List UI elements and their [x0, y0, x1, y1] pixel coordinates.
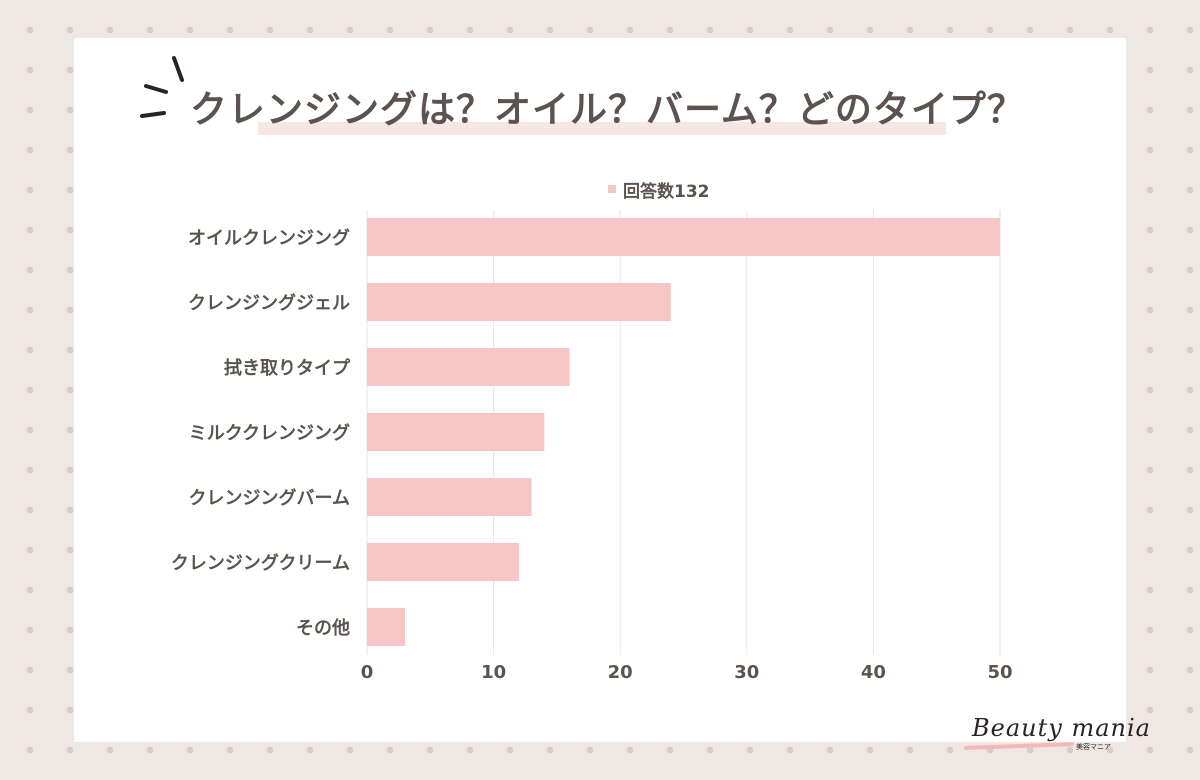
- category-label: ミルククレンジング: [189, 422, 350, 444]
- legend-swatch: [608, 185, 616, 193]
- x-tick-label: 30: [734, 662, 759, 683]
- bar: [367, 478, 532, 516]
- bar: [367, 608, 405, 646]
- accent-lines-icon: [140, 56, 184, 118]
- category-label: クレンジングクリーム: [171, 552, 350, 574]
- category-label: 拭き取りタイプ: [224, 357, 351, 379]
- brand-subtitle: 美容マニア: [1076, 743, 1111, 751]
- category-label: その他: [296, 617, 350, 639]
- title-underline: [258, 122, 946, 135]
- bar: [367, 218, 1000, 256]
- page-title: クレンジングは？オイル？バーム？どのタイプ？: [190, 88, 1025, 131]
- x-tick-label: 10: [481, 662, 506, 683]
- category-label: クレンジングジェル: [188, 292, 350, 314]
- title-area: クレンジングは？オイル？バーム？どのタイプ？: [0, 0, 1200, 160]
- brand-logo: Beauty mania 美容マニア: [963, 708, 1154, 768]
- x-tick-label: 50: [987, 662, 1012, 683]
- chart-legend: 回答数132: [608, 176, 710, 202]
- logo-brush-stroke: [963, 742, 1075, 750]
- bar: [367, 413, 545, 451]
- brand-name: Beauty mania: [972, 714, 1151, 742]
- bar: [367, 543, 519, 581]
- bar: [367, 348, 570, 386]
- x-tick-label: 0: [361, 662, 374, 683]
- chart-card: [74, 38, 1126, 742]
- x-tick-label: 40: [861, 662, 886, 683]
- bar: [367, 283, 671, 321]
- legend-label: 回答数132: [623, 181, 710, 202]
- x-tick-label: 20: [608, 662, 633, 683]
- category-label: オイルクレンジング: [188, 227, 350, 249]
- category-label: クレンジングバーム: [189, 487, 350, 509]
